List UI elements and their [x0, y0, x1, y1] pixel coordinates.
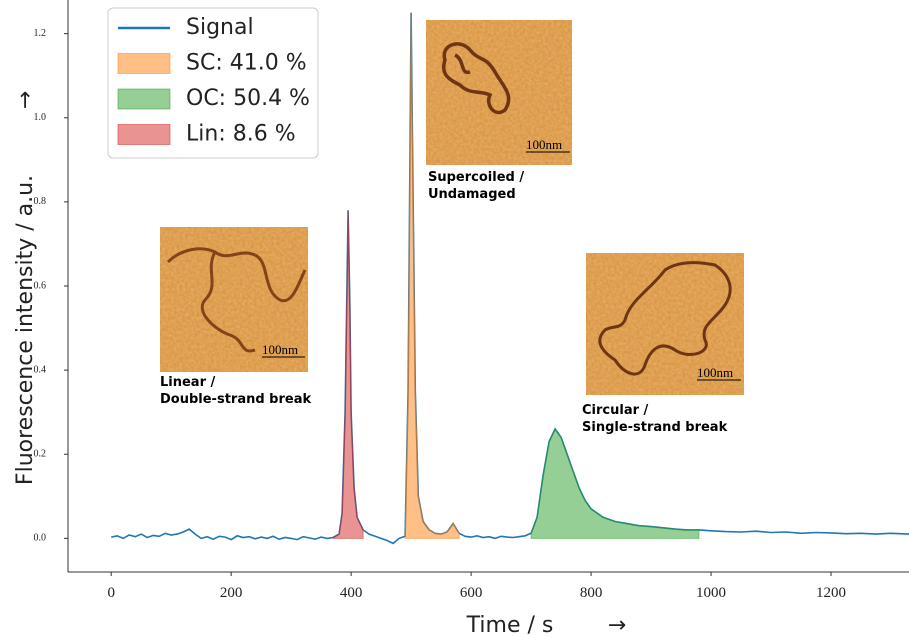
x-tick-label: 400	[340, 585, 363, 601]
x-tick-label: 0	[107, 585, 115, 601]
y-tick-label: 1.0	[34, 112, 47, 123]
inset-caption: Supercoiled /	[428, 170, 524, 185]
inset-caption: Double-strand break	[160, 392, 311, 407]
x-tick-label: 1000	[696, 585, 726, 601]
legend-swatch	[117, 124, 171, 145]
legend-label: SC: 41.0 %	[186, 51, 307, 76]
legend-swatch	[117, 88, 171, 110]
x-axis-label: Time / s	[466, 613, 554, 637]
y-tick-label: 0.4	[34, 364, 47, 375]
x-axis-arrow: →	[608, 613, 626, 637]
x-tick-label: 600	[460, 585, 483, 601]
inset-caption: Linear /	[160, 375, 216, 390]
y-tick-label: 1.2	[34, 28, 47, 39]
y-axis-arrow: →	[13, 91, 38, 109]
scale-bar-label: 100nm	[262, 342, 298, 357]
scale-bar-label: 100nm	[697, 365, 733, 380]
legend-label: Signal	[186, 15, 254, 40]
scale-bar-label: 100nm	[526, 137, 562, 152]
x-tick-label: 200	[220, 585, 243, 601]
legend-swatch	[117, 53, 171, 74]
inset-caption: Undamaged	[428, 187, 516, 202]
area	[404, 12, 460, 539]
legend-label: Lin: 8.6 %	[186, 122, 296, 147]
y-tick-label: 0.8	[34, 196, 47, 207]
legend-label: OC: 50.4 %	[186, 86, 310, 111]
area	[530, 428, 700, 539]
inset-linear: 100nm Linear / Double-strand break	[160, 227, 311, 407]
x-tick-label: 1200	[816, 585, 846, 601]
legend-box	[107, 7, 319, 159]
y-tick-label: 0.6	[34, 280, 47, 291]
inset-caption: Circular /	[582, 403, 649, 418]
legend: Signal SC: 41.0 % OC: 50.4 % Lin: 8.6 %	[107, 7, 319, 159]
y-tick-label: 0.0	[34, 533, 47, 544]
y-tick-label: 0.2	[34, 449, 47, 460]
inset-circular: 100nm Circular / Single-strand break	[582, 253, 744, 435]
area	[332, 210, 364, 539]
x-tick-label: 800	[580, 585, 603, 601]
inset-caption: Single-strand break	[582, 420, 728, 435]
y-axis-label: Fluorescence intensity / a.u.	[13, 175, 38, 485]
inset-supercoiled: 100nm Supercoiled / Undamaged	[426, 20, 572, 202]
